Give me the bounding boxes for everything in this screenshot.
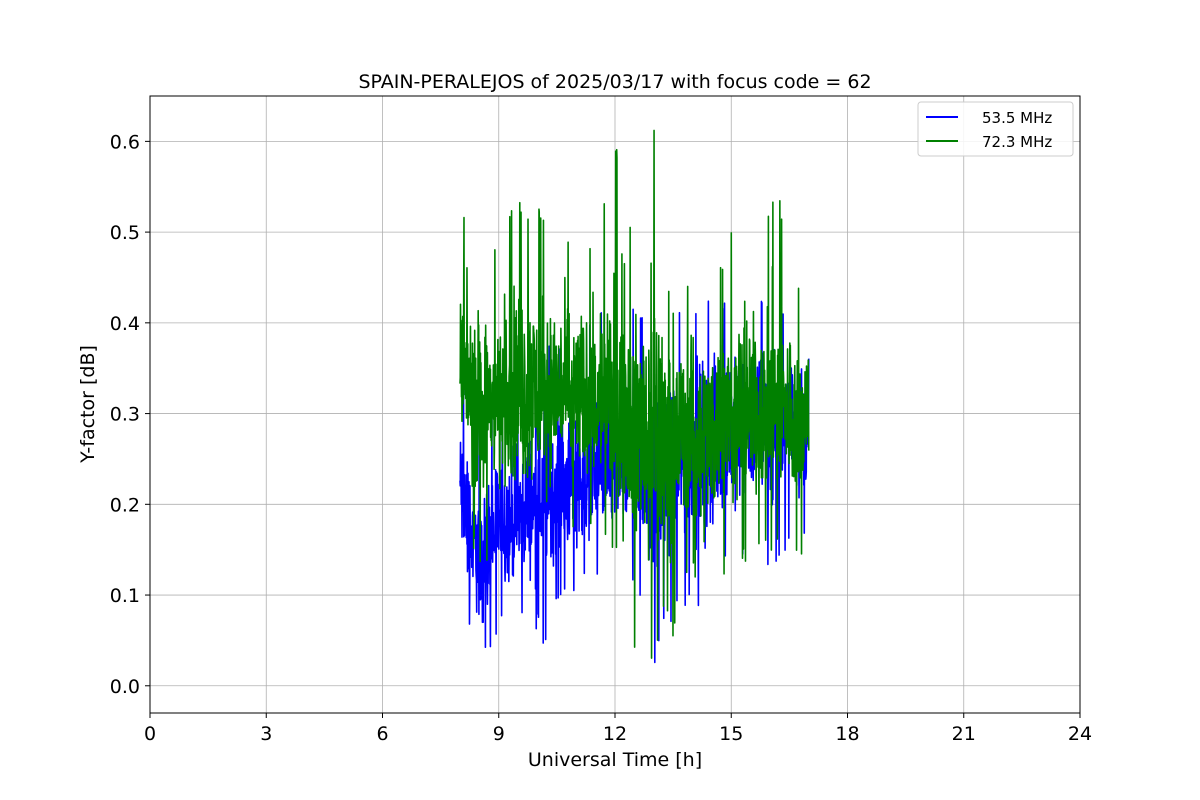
chart-title: SPAIN-PERALEJOS of 2025/03/17 with focus…	[358, 71, 871, 93]
x-tick-label: 9	[493, 723, 505, 745]
y-axis-ticks: 0.0 0.1 0.2 0.3 0.4 0.5 0.6	[110, 131, 150, 698]
x-axis-label: Universal Time [h]	[528, 749, 702, 771]
x-tick-label: 6	[376, 723, 388, 745]
y-axis-label: Y-factor [dB]	[77, 345, 99, 464]
y-tick-label: 0.2	[110, 494, 140, 516]
y-tick-label: 0.6	[110, 131, 140, 153]
x-tick-label: 12	[603, 723, 627, 745]
x-tick-label: 3	[260, 723, 272, 745]
series-layer	[459, 129, 810, 664]
x-tick-label: 15	[719, 723, 743, 745]
x-axis-ticks: 0 3 6 9 12 15 18 21 24	[144, 713, 1092, 745]
series-line-72-3-mhz	[459, 129, 810, 659]
x-tick-label: 21	[952, 723, 976, 745]
y-tick-label: 0.1	[110, 585, 140, 607]
legend-label-53-5: 53.5 MHz	[982, 109, 1052, 127]
x-tick-label: 24	[1068, 723, 1092, 745]
legend: 53.5 MHz 72.3 MHz	[917, 101, 1074, 157]
y-tick-label: 0.3	[110, 404, 140, 426]
legend-label-72-3: 72.3 MHz	[982, 133, 1052, 151]
y-tick-label: 0.5	[110, 222, 140, 244]
x-tick-label: 18	[835, 723, 859, 745]
plot-area	[459, 129, 810, 664]
y-tick-label: 0.4	[110, 313, 140, 335]
y-tick-label: 0.0	[110, 676, 140, 698]
x-tick-label: 0	[144, 723, 156, 745]
legend-box	[917, 101, 1074, 157]
